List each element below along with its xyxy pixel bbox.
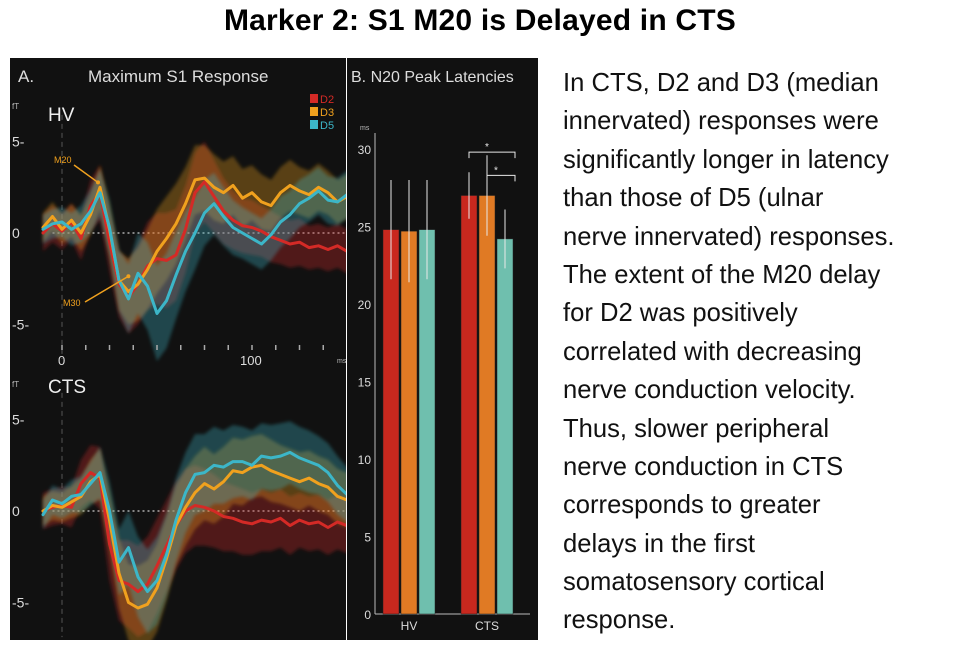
y-tick-label: 0 [12,225,20,241]
annotation-arrow [73,164,99,184]
y-tick-label: 20 [358,298,372,312]
y-tick-label: 0 [364,608,371,622]
slide-title: Marker 2: S1 M20 is Delayed in CTS [223,4,736,37]
body-text-line: correlated with decreasing [563,337,862,366]
legend-label-d2: D2 [320,94,334,106]
y-tick-label: 10 [358,453,372,467]
x-tick-label: 0 [58,353,65,368]
legend-label-d5: D5 [320,120,334,132]
bar-cts-d2 [460,195,478,615]
significance-star: * [485,142,489,153]
band-d5 [43,167,366,362]
x-tick-label: 100 [240,353,262,368]
y-tick-label: 5- [12,412,25,428]
series-line-d5 [41,189,368,315]
band-d3 [43,434,366,651]
body-text-line: corresponds to greater [563,491,821,520]
body-text-line: The extent of the M20 delay [563,260,881,289]
legend-swatch-d2 [310,94,318,103]
y-tick-label: 5 [364,531,371,545]
figure-panel-a: A. Maximum S1 Response D2 D3 D5 fT 5- 0 -5- HV 0 10… [10,58,368,651]
y-unit-label: ms [360,125,370,132]
body-text-line: for D2 was positively [563,299,798,328]
y-tick-label: -5- [12,317,29,333]
annotation-label: M20 [54,155,72,165]
body-text-line: nerve conduction velocity. [563,376,856,405]
significance-star: * [494,165,498,176]
annotation-arrowhead [96,180,100,185]
body-text-line: nerve innervated) responses. [563,222,895,251]
legend-swatch-d3 [310,107,318,116]
body-text-line: innervated) responses were [563,107,879,136]
body-text-line: significantly longer in latency [563,145,889,174]
y-unit-label: fT [12,102,19,111]
annotation-arrow [84,275,129,303]
body-text-line: delays in the first [563,529,756,558]
panel-a-label: A. [18,67,34,86]
bar-cts-d5 [496,238,514,615]
body-text-line: somatosensory cortical [563,568,825,597]
n20-latency-chart: B. N20 Peak Latencies ms 0 5 10 15 20 25 30 HV CTS… [351,69,530,633]
legend-swatch-d5 [310,120,318,129]
panel-b-title: B. N20 Peak Latencies [351,69,514,86]
annotation-label: M30 [63,298,81,308]
subpanel-label: CTS [48,377,86,398]
body-text-line: In CTS, D2 and D3 (median [563,69,879,97]
y-tick-label: 30 [358,143,372,157]
body-text-line: response. [563,606,676,635]
y-tick-label: 5- [12,134,25,150]
subpanel-hv: fT 5- 0 -5- HV 0 100 ms M20 M30 [12,102,368,368]
bar-cts-d3 [478,195,496,615]
y-tick-label: 0 [12,503,20,519]
y-tick-label: 15 [358,376,372,390]
body-text-line: than those of D5 (ulnar [563,184,824,213]
bar-hv-d3 [400,230,418,615]
subpanel-cts: fT 5- 0 -5- CTS [12,377,368,651]
series-line-d5 [41,450,368,593]
body-text-line: Thus, slower peripheral [563,414,830,443]
category-label: CTS [475,619,499,633]
category-label: HV [401,619,418,633]
body-text: In CTS, D2 and D3 (median innervated) res… [563,64,953,640]
y-unit-label: fT [12,380,19,389]
figure-panel-b: B. N20 Peak Latencies ms 0 5 10 15 20 25 30 HV CTS… [347,58,538,640]
band-d5 [43,421,366,634]
significance-bracket [468,151,516,159]
y-tick-label: -5- [12,595,29,611]
bar-hv-d2 [382,229,400,615]
bar-hv-d5 [418,229,436,615]
legend-label-d3: D3 [320,107,334,119]
subpanel-label: HV [48,105,75,126]
y-tick-label: 25 [358,221,372,235]
body-text-line: nerve conduction in CTS [563,452,844,481]
significance-bracket [486,174,516,182]
panel-a-title: Maximum S1 Response [88,67,268,86]
annotation-arrowhead [126,274,131,279]
x-unit-label: ms [337,358,346,365]
